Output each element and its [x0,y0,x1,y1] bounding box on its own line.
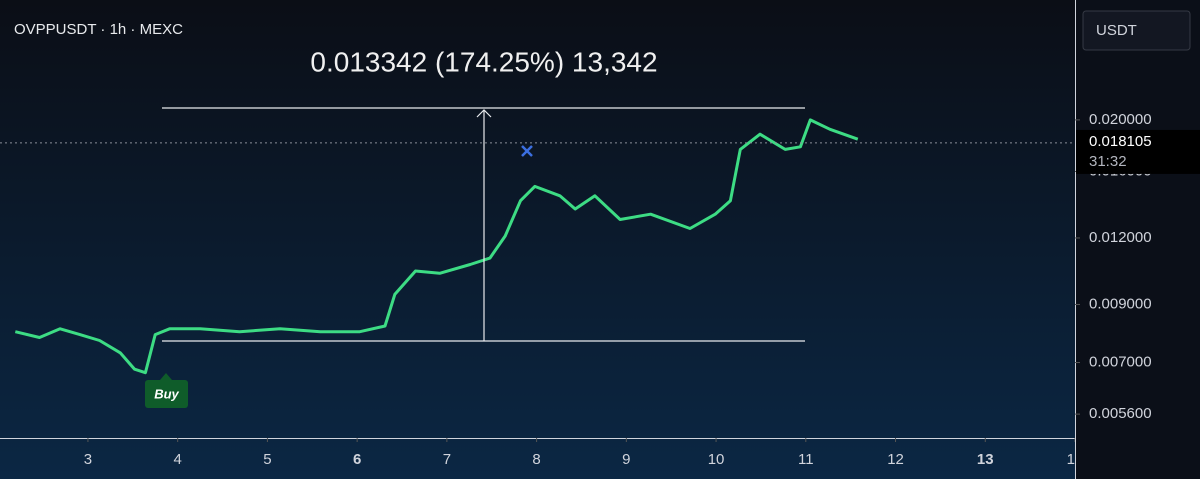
x-tick-label: 9 [622,451,630,468]
countdown: 31:32 [1089,153,1127,170]
measure-tool [162,107,805,342]
currency-button[interactable]: USDT [1096,22,1137,39]
x-tick-label: 14 [1067,451,1084,468]
exit-marker [521,145,533,157]
x-tick-label: 11 [798,451,814,468]
usdt-button[interactable]: USDT [1082,10,1191,51]
y-tick-label: 0.012000 [1089,229,1152,246]
buy-box [145,380,188,408]
x-tick-label: 7 [443,451,451,468]
x-tick-label: 4 [173,451,181,468]
y-tick-label: 0.009000 [1089,295,1152,312]
buy-label: Buy [154,386,179,401]
x-axis: 3 4 5 6 7 8 9 10 11 12 13 14 [84,438,1084,468]
last-price-label: 0.018105 [1089,133,1152,150]
measure-label: 0.013342 (174.25%) 13,342 [310,46,657,77]
last-price-box [1076,129,1200,174]
y-tick-label: 0.020000 [1089,111,1152,128]
button-frame[interactable] [1082,10,1191,51]
y-tick-label: 0.007000 [1089,354,1152,371]
price-axis-panel [1076,0,1200,479]
x-tick-label: 8 [532,451,540,468]
x-tick-label: 5 [263,451,271,468]
buy-signal: Buy [145,373,188,408]
x-tick-label: 12 [887,451,904,468]
symbol-title: OVPPUSDT · 1h · MEXC [14,21,183,38]
y-tick-label: 0.005600 [1089,405,1152,422]
x-tick-label: 3 [84,451,92,468]
x-tick-label: 13 [977,451,994,468]
price-line [14,118,859,375]
buy-pointer [160,373,172,380]
x-tick-label: 10 [708,451,725,468]
x-tick-label: 6 [353,451,361,468]
measure-arrow-head [476,109,492,118]
